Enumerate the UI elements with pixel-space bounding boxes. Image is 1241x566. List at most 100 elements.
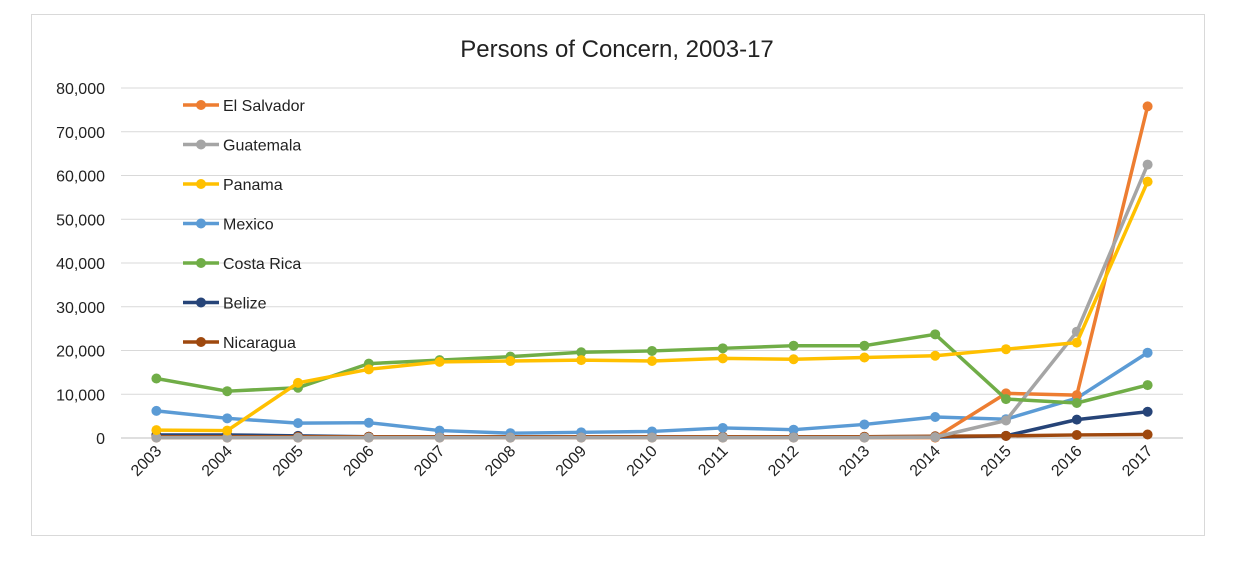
data-point [505, 432, 516, 443]
data-point [222, 413, 233, 424]
data-point [859, 419, 870, 430]
y-tick-label: 50,000 [56, 212, 105, 229]
data-point [1142, 159, 1153, 170]
x-tick-label: 2014 [907, 443, 944, 480]
data-point [1142, 176, 1153, 187]
data-point [576, 432, 587, 443]
data-point [1071, 398, 1082, 408]
data-point [717, 343, 728, 354]
data-point [859, 340, 870, 351]
x-tick-label: 2016 [1048, 443, 1085, 480]
legend-item-nicaragua: Nicaragua [183, 335, 296, 352]
data-point [1142, 406, 1153, 417]
data-point [222, 386, 233, 397]
legend-label: Belize [223, 296, 267, 313]
data-point [151, 425, 162, 436]
y-tick-label: 80,000 [56, 81, 105, 98]
data-point [930, 329, 941, 340]
y-tick-label: 20,000 [56, 344, 105, 361]
x-tick-label: 2012 [765, 443, 802, 480]
data-point [576, 355, 587, 366]
data-point [859, 352, 870, 363]
y-axis-ticks: 0 10,000 20,000 30,000 40,000 50,000 60,000 70,… [56, 81, 105, 448]
x-tick-label: 2005 [270, 443, 307, 480]
legend-swatch-marker [196, 218, 206, 229]
data-point [1142, 347, 1153, 358]
legend-swatch-marker [196, 337, 206, 347]
data-point [788, 432, 799, 443]
series-line [154, 332, 1150, 405]
data-point [222, 432, 233, 443]
data-point [222, 425, 233, 436]
data-point [293, 432, 303, 443]
data-point [788, 424, 799, 435]
legend-swatch-marker [196, 139, 206, 150]
data-point [1071, 337, 1082, 348]
legend-label: Mexico [223, 217, 274, 234]
data-point [505, 356, 516, 366]
chart-frame [31, 14, 1205, 536]
data-point [717, 353, 728, 364]
data-point [293, 377, 303, 388]
y-tick-label: 60,000 [56, 169, 105, 186]
data-point [859, 432, 870, 443]
data-point [647, 345, 657, 356]
data-point [434, 356, 445, 367]
data-point [1071, 429, 1082, 440]
legend-item-guatemala: Guatemala [183, 138, 301, 155]
data-point [1142, 101, 1153, 112]
legend-label: Guatemala [223, 138, 301, 155]
data-point [788, 354, 799, 365]
series-line [154, 104, 1150, 440]
x-tick-label: 2006 [340, 443, 377, 480]
data-point [930, 432, 941, 443]
data-point [151, 373, 162, 384]
legend-item-mexico: Mexico [183, 217, 274, 234]
y-tick-label: 30,000 [56, 300, 105, 317]
data-point [717, 422, 728, 433]
data-point [151, 432, 162, 443]
data-point [1071, 390, 1082, 401]
legend-swatch-marker [196, 179, 206, 189]
series-costa-rica [151, 329, 1153, 408]
legend-item-costa-rica: Costa Rica [183, 256, 301, 273]
data-point [151, 405, 162, 416]
data-point [647, 356, 657, 366]
data-point [788, 340, 799, 351]
data-point [1001, 430, 1011, 441]
data-point [293, 418, 303, 429]
chart-title: Persons of Concern, 2003-17 [460, 36, 774, 63]
series-guatemala [151, 159, 1153, 443]
legend-label: Panama [223, 177, 283, 194]
x-tick-label: 2015 [978, 443, 1015, 480]
data-point [1001, 344, 1011, 355]
data-point [576, 347, 587, 358]
legend-item-panama: Panama [183, 177, 283, 194]
legend-label: Nicaragua [223, 335, 296, 352]
y-tick-label: 70,000 [56, 125, 105, 142]
legend-swatch-marker [196, 258, 206, 268]
data-point [1001, 394, 1011, 405]
legend-label: Costa Rica [223, 256, 301, 273]
x-tick-label: 2017 [1119, 443, 1156, 480]
x-axis-ticks: 2003 2004 2005 2006 2007 2008 2009 2010 2011 2012… [128, 443, 1156, 480]
data-point [930, 350, 941, 361]
data-point [717, 432, 728, 443]
x-tick-label: 2011 [695, 443, 731, 479]
y-tick-label: 0 [96, 431, 105, 448]
data-point [363, 432, 374, 443]
data-point [647, 432, 657, 443]
data-point [363, 417, 374, 428]
x-tick-label: 2004 [199, 443, 236, 480]
legend-swatch-marker [196, 297, 206, 308]
legend-label: El Salvador [223, 98, 305, 115]
data-point [1142, 380, 1153, 391]
x-tick-label: 2010 [624, 443, 661, 480]
y-tick-label: 40,000 [56, 256, 105, 273]
x-tick-label: 2009 [553, 443, 590, 480]
legend-item-el-salvador: El Salvador [183, 98, 305, 115]
y-tick-label: 10,000 [56, 387, 105, 404]
x-tick-label: 2008 [482, 443, 519, 480]
data-point [1071, 414, 1082, 425]
